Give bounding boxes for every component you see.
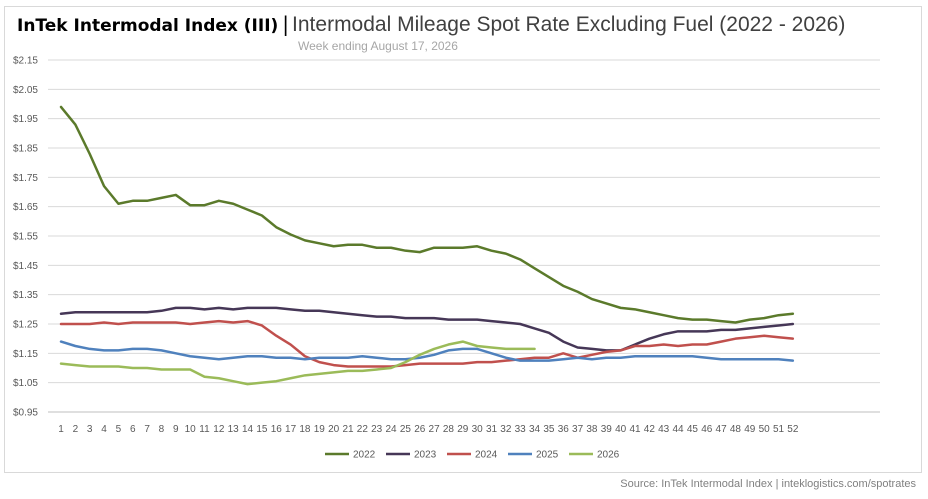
x-tick-label: 21 <box>342 424 354 435</box>
y-tick-label: $1.95 <box>13 114 38 125</box>
series-lines <box>59 105 795 386</box>
x-tick-label: 27 <box>429 424 441 435</box>
x-tick-label: 28 <box>443 424 455 435</box>
x-tick-label: 51 <box>773 424 785 435</box>
x-tick-label: 17 <box>285 424 297 435</box>
series-line-2025 <box>59 340 795 362</box>
x-tick-label: 52 <box>787 424 799 435</box>
x-tick-label: 29 <box>457 424 469 435</box>
x-tick-label: 4 <box>101 424 107 435</box>
y-tick-label: $2.15 <box>13 56 38 67</box>
y-tick-label: $1.85 <box>13 144 38 155</box>
y-tick-label: $2.05 <box>13 85 38 96</box>
x-tick-label: 1 <box>58 424 64 435</box>
x-tick-label: 35 <box>543 424 555 435</box>
x-tick-label: 38 <box>586 424 598 435</box>
x-tick-label: 40 <box>615 424 627 435</box>
x-tick-label: 2 <box>73 424 79 435</box>
x-tick-label: 12 <box>213 424 225 435</box>
x-tick-label: 14 <box>242 424 254 435</box>
legend-label-2025: 2025 <box>536 450 559 461</box>
x-tick-label: 13 <box>228 424 240 435</box>
x-tick-label: 9 <box>173 424 179 435</box>
x-tick-label: 42 <box>644 424 656 435</box>
x-tick-label: 37 <box>572 424 584 435</box>
x-tick-label: 8 <box>159 424 165 435</box>
x-tick-label: 16 <box>271 424 283 435</box>
x-tick-label: 30 <box>472 424 484 435</box>
x-tick-label: 23 <box>371 424 383 435</box>
gridlines <box>48 59 880 384</box>
chart-title: InTek Intermodal Index (III) | Intermoda… <box>17 12 845 42</box>
x-tick-label: 26 <box>414 424 426 435</box>
x-tick-label: 22 <box>357 424 369 435</box>
y-tick-label: $1.65 <box>13 202 38 213</box>
chart-frame <box>4 6 922 473</box>
x-tick-label: 11 <box>199 424 210 435</box>
x-tick-label: 39 <box>601 424 613 435</box>
y-tick-label: $1.45 <box>13 261 38 272</box>
legend-label-2026: 2026 <box>597 450 620 461</box>
legend-label-2024: 2024 <box>475 450 498 461</box>
x-tick-label: 34 <box>529 424 541 435</box>
index-name: InTek Intermodal Index (III) <box>17 16 279 36</box>
x-tick-label: 5 <box>116 424 122 435</box>
legend: 2022 2023 2024 2025 2026 <box>325 450 620 461</box>
y-tick-label: $1.25 <box>13 320 38 331</box>
x-tick-label: 6 <box>130 424 136 435</box>
legend-label-2022: 2022 <box>353 450 376 461</box>
y-tick-label: $1.05 <box>13 378 38 389</box>
y-tick-label: $1.55 <box>13 232 38 243</box>
x-tick-label: 3 <box>87 424 93 435</box>
x-tick-label: 24 <box>385 424 397 435</box>
source-note: Source: InTek Intermodal Index | inteklo… <box>620 478 916 490</box>
chart-subtitle: Week ending August 17, 2026 <box>298 39 458 53</box>
x-tick-label: 43 <box>658 424 670 435</box>
y-tick-label: $1.75 <box>13 173 38 184</box>
x-tick-label: 46 <box>701 424 713 435</box>
x-tick-label: 32 <box>500 424 512 435</box>
x-tick-label: 20 <box>328 424 340 435</box>
y-axis-tick-labels: $0.95 $1.05 $1.15 $1.25 $1.35 $1.45 $1.55 $1.65… <box>13 56 38 419</box>
x-axis-tick-labels: 1 2 3 4 5 6 7 8 9 10 11 12 13 14 15 16 17 18 19 20 21 22 23 24 2… <box>58 424 799 435</box>
x-tick-label: 31 <box>486 424 498 435</box>
x-tick-label: 41 <box>629 424 641 435</box>
x-tick-label: 45 <box>687 424 699 435</box>
x-tick-label: 19 <box>314 424 326 435</box>
x-tick-label: 7 <box>144 424 150 435</box>
series-line-2026 <box>59 340 536 386</box>
chart-main-title: Intermodal Mileage Spot Rate Excluding F… <box>292 13 846 36</box>
x-tick-label: 10 <box>185 424 197 435</box>
x-tick-label: 15 <box>256 424 268 435</box>
y-tick-label: $1.15 <box>13 349 38 360</box>
x-tick-label: 33 <box>515 424 527 435</box>
legend-label-2023: 2023 <box>414 450 437 461</box>
y-tick-label: $1.35 <box>13 290 38 301</box>
x-tick-label: 18 <box>299 424 311 435</box>
x-tick-label: 49 <box>744 424 756 435</box>
y-tick-label: $0.95 <box>13 408 38 419</box>
x-tick-label: 36 <box>558 424 570 435</box>
x-tick-label: 48 <box>730 424 742 435</box>
title-separator: | <box>282 12 290 36</box>
x-tick-label: 47 <box>716 424 728 435</box>
series-line-2024 <box>59 319 795 368</box>
x-tick-label: 25 <box>400 424 412 435</box>
x-tick-label: 50 <box>759 424 771 435</box>
series-line-2023 <box>59 306 795 352</box>
x-tick-label: 44 <box>672 424 684 435</box>
series-line-2022 <box>59 105 795 324</box>
